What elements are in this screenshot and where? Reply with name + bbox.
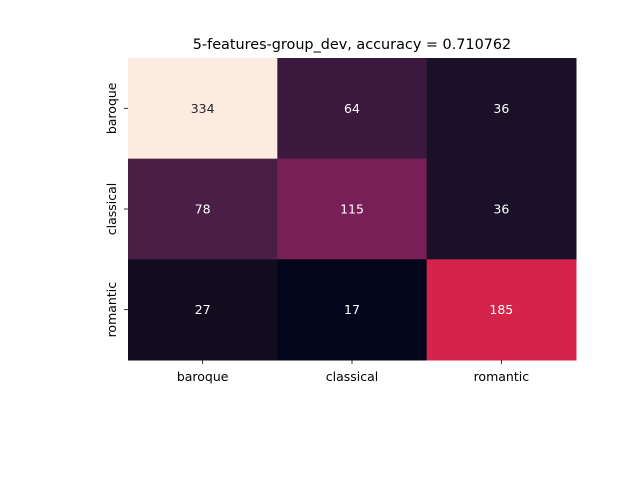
- cell-value-label: 78: [195, 202, 211, 217]
- y-tick-label: baroque: [104, 82, 119, 134]
- heatmap-cell-classical-romantic: [426, 158, 577, 260]
- y-axis: baroque classical romantic: [104, 82, 128, 337]
- cell-value-label: 64: [344, 101, 360, 116]
- x-axis: baroque classical romantic: [177, 360, 529, 384]
- cell-value-label: 36: [493, 101, 509, 116]
- heatmap-cell-romantic-baroque: [128, 259, 278, 361]
- heatmap-cell-baroque-baroque: [128, 58, 278, 160]
- cell-value-label: 36: [493, 202, 509, 217]
- cell-value-label: 115: [340, 202, 364, 217]
- heatmap-cell-baroque-romantic: [426, 58, 577, 160]
- x-tick-label: classical: [326, 369, 379, 384]
- heatmap-cell-romantic-romantic: [426, 259, 577, 361]
- x-tick-label: baroque: [177, 369, 229, 384]
- cell-value-label: 334: [191, 101, 215, 116]
- heatmap-cell-romantic-classical: [277, 259, 428, 361]
- heatmap-cell-classical-classical: [277, 158, 428, 260]
- heatmap-cell-classical-baroque: [128, 158, 278, 260]
- y-tick-label: classical: [104, 183, 119, 236]
- heatmap-cell-baroque-classical: [277, 58, 428, 160]
- heatmap-cells: [128, 58, 577, 361]
- cell-value-label: 185: [489, 302, 513, 317]
- heatmap-cell-labels: 334 64 36 78 115 36 27 17 185: [191, 101, 514, 317]
- cell-value-label: 17: [344, 302, 360, 317]
- chart-title: 5-features-group_dev, accuracy = 0.71076…: [193, 37, 511, 53]
- cell-value-label: 27: [195, 302, 211, 317]
- x-tick-label: romantic: [474, 369, 530, 384]
- y-tick-label: romantic: [104, 282, 119, 338]
